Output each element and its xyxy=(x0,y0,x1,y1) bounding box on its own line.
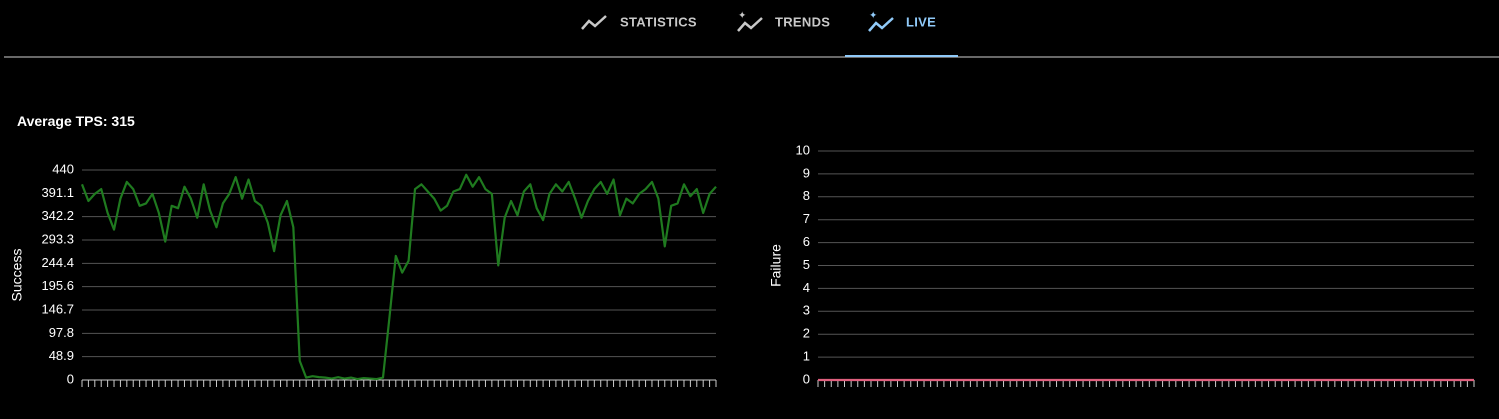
y-tick-label: 1 xyxy=(803,349,810,364)
tab-statistics[interactable]: STATISTICS xyxy=(581,14,697,30)
active-tab-indicator xyxy=(845,55,958,57)
y-tick-label: 244.4 xyxy=(41,255,74,270)
y-tick-label: 2 xyxy=(803,326,810,341)
tab-label[interactable]: LIVE xyxy=(906,14,936,29)
tab-trends[interactable]: ✦ TRENDS xyxy=(737,11,830,32)
y-axis-label: Success xyxy=(9,249,25,302)
summary-value: 315 xyxy=(111,113,135,129)
y-axis-label: Failure xyxy=(768,244,784,287)
y-tick-label: 8 xyxy=(803,188,810,203)
tab-icon-spark: ✦ xyxy=(738,11,746,22)
tab-icon xyxy=(581,15,607,30)
y-tick-label: 293.3 xyxy=(41,231,74,246)
y-tick-label: 4 xyxy=(803,280,810,295)
y-tick-label: 5 xyxy=(803,257,810,272)
tab-label[interactable]: STATISTICS xyxy=(620,14,697,29)
y-tick-label: 0 xyxy=(803,371,810,386)
y-tick-label: 10 xyxy=(796,142,810,157)
y-tick-label: 9 xyxy=(803,165,810,180)
y-tick-label: 48.9 xyxy=(49,348,74,363)
y-tick-label: 0 xyxy=(67,371,74,386)
average-tps: Average TPS: 315 xyxy=(17,113,135,129)
tab-live[interactable]: ✦ LIVE xyxy=(868,11,936,32)
tab-icon xyxy=(868,17,894,32)
y-tick-label: 440 xyxy=(52,161,74,176)
tab-label[interactable]: TRENDS xyxy=(775,14,830,29)
y-tick-label: 97.8 xyxy=(49,325,74,340)
y-tick-label: 146.7 xyxy=(41,301,74,316)
y-tick-label: 391.1 xyxy=(41,185,74,200)
y-tick-label: 3 xyxy=(803,303,810,318)
summary-label: Average TPS: xyxy=(17,113,108,129)
y-tick-label: 195.6 xyxy=(41,278,74,293)
y-tick-label: 342.2 xyxy=(41,208,74,223)
y-tick-label: 7 xyxy=(803,211,810,226)
tab-icon-spark: ✦ xyxy=(869,11,877,22)
tab-icon xyxy=(737,17,763,32)
y-tick-label: 6 xyxy=(803,234,810,249)
series-line xyxy=(80,173,717,381)
